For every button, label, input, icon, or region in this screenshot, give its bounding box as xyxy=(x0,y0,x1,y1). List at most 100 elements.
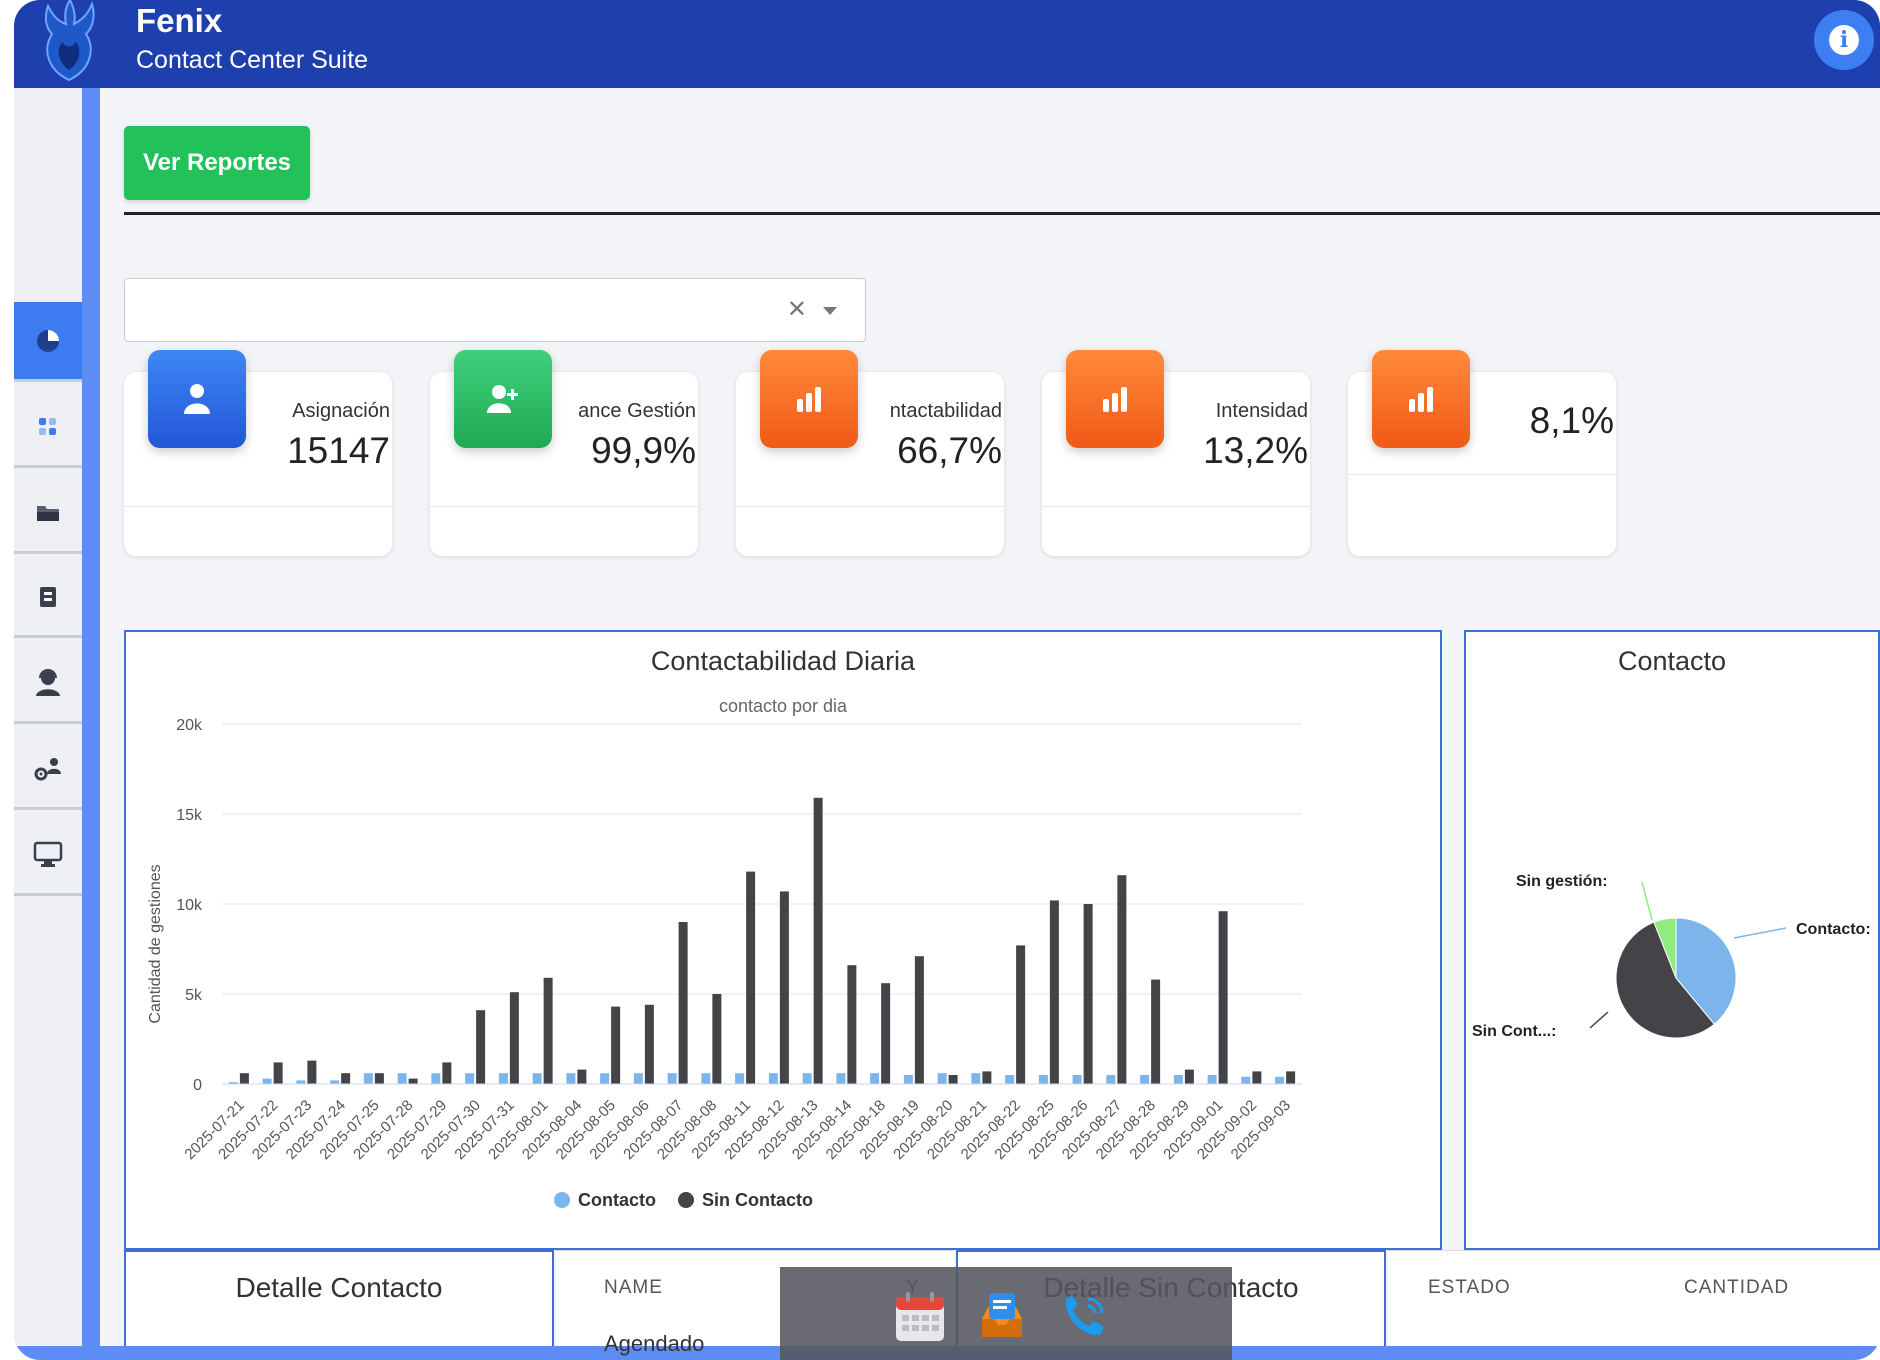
bar-contacto xyxy=(363,1073,373,1084)
bar-sin-contacto xyxy=(779,891,789,1084)
sidebar-item-monitor[interactable] xyxy=(14,816,82,896)
sidebar-item-agent[interactable] xyxy=(14,644,82,724)
grid-icon xyxy=(39,417,56,435)
bar-sin-contacto xyxy=(914,956,924,1084)
sidebar-item-grid[interactable] xyxy=(14,388,82,468)
legend-marker xyxy=(678,1192,694,1208)
bar-contacto xyxy=(498,1073,508,1084)
bar-chart-icon xyxy=(1066,350,1164,448)
bar-contacto xyxy=(836,1073,846,1084)
main-content: Ver Reportes ✕ Asignación 15147 ance Ges… xyxy=(100,100,1880,1356)
bar-contacto xyxy=(1005,1075,1015,1084)
bar-sin-contacto xyxy=(1252,1071,1262,1084)
bar-contacto xyxy=(971,1073,981,1084)
y-tick-label: 10k xyxy=(176,897,203,914)
phone-icon[interactable] xyxy=(1056,1289,1112,1345)
bar-contacto xyxy=(465,1073,475,1084)
bar-sin-contacto xyxy=(307,1060,317,1084)
user-icon xyxy=(148,350,246,448)
kpi-label: ntactabilidad xyxy=(889,400,1002,422)
bar-sin-contacto xyxy=(644,1004,654,1084)
sidebar-edge xyxy=(82,88,100,1360)
ver-reportes-button[interactable]: Ver Reportes xyxy=(124,126,310,200)
inbox-icon[interactable] xyxy=(974,1289,1030,1345)
bar-contacto xyxy=(802,1073,812,1084)
pie-chart: Contacto: Sin Cont...: Sin gestión: xyxy=(1472,873,1871,1040)
filter-select[interactable]: ✕ xyxy=(124,278,866,342)
bar-contacto xyxy=(1072,1075,1082,1084)
sidebar-item-document[interactable] xyxy=(14,558,82,638)
bar-contacto xyxy=(1140,1075,1150,1084)
column-header-name[interactable]: NAME xyxy=(604,1277,663,1298)
clear-icon[interactable]: ✕ xyxy=(786,296,807,323)
bar-contacto xyxy=(701,1073,711,1084)
pie-connector xyxy=(1589,1011,1609,1029)
pie-connector xyxy=(1641,881,1653,921)
bar-contacto xyxy=(870,1073,880,1084)
phoenix-logo-icon xyxy=(44,0,95,82)
pie-chart-icon xyxy=(37,329,59,352)
agent-icon xyxy=(36,668,60,696)
bar-contacto xyxy=(1275,1076,1285,1084)
bar-contacto xyxy=(600,1073,610,1084)
table-row: Agendado xyxy=(604,1331,705,1356)
bar-contacto xyxy=(667,1073,677,1084)
detalle-contacto-title: Detalle Contacto xyxy=(235,1272,443,1303)
bar-contacto xyxy=(532,1073,542,1084)
bar-contacto xyxy=(735,1073,745,1084)
bar-sin-contacto xyxy=(982,1071,992,1084)
chart-contactabilidad-diaria: Contactabilidad Diaria contacto por dia … xyxy=(124,630,1442,1250)
sidebar-item-users-settings[interactable] xyxy=(14,730,82,810)
bar-contacto xyxy=(296,1080,306,1084)
kpi-value: 13,2% xyxy=(1203,430,1308,471)
bar-contacto xyxy=(1038,1075,1048,1084)
bar-contacto xyxy=(262,1078,272,1084)
kpi-label: Intensidad xyxy=(1215,400,1308,422)
pie-connector xyxy=(1733,927,1787,939)
sidebar-item-dashboard[interactable] xyxy=(14,302,82,382)
kpi-label: Asignación xyxy=(292,400,390,422)
kpi-value: 8,1% xyxy=(1529,400,1614,441)
monitor-icon xyxy=(33,841,63,867)
column-header-cantidad[interactable]: CANTIDAD xyxy=(1684,1277,1790,1298)
bar-chart-icon xyxy=(760,350,858,448)
bar-contacto xyxy=(1106,1075,1116,1084)
app-dock xyxy=(780,1267,1232,1360)
bar-sin-contacto xyxy=(1049,900,1059,1084)
sidebar xyxy=(14,88,82,1360)
bar-sin-contacto xyxy=(476,1010,486,1084)
bar-sin-contacto xyxy=(341,1073,351,1084)
bar-sin-contacto xyxy=(881,983,891,1084)
header-bar: Fenix Contact Center Suite i xyxy=(14,0,1880,88)
kpi-value: 66,7% xyxy=(897,430,1002,471)
bar-sin-contacto xyxy=(1016,945,1026,1084)
bar-contacto xyxy=(330,1080,340,1084)
info-button[interactable]: i xyxy=(1814,10,1874,70)
pie-label: Sin Cont...: xyxy=(1472,1023,1556,1040)
sidebar-item-folder[interactable] xyxy=(14,474,82,554)
user-plus-icon xyxy=(454,350,552,448)
bar-contacto xyxy=(431,1073,441,1084)
bar-sin-contacto xyxy=(1218,911,1228,1084)
chevron-down-icon[interactable] xyxy=(823,307,837,315)
pie-label: Sin gestión: xyxy=(1516,873,1608,890)
pie-slice xyxy=(1615,921,1715,1039)
pie-title: Contacto xyxy=(1617,646,1727,676)
bar-contacto xyxy=(566,1073,576,1084)
bar-sin-contacto xyxy=(611,1006,621,1084)
pie-label: Contacto: xyxy=(1796,921,1871,938)
bar-contacto xyxy=(768,1073,778,1084)
column-header-estado[interactable]: ESTADO xyxy=(1428,1277,1511,1298)
calendar-icon[interactable] xyxy=(892,1289,948,1345)
kpi-label: ance Gestión xyxy=(578,400,696,422)
bar-sin-contacto xyxy=(239,1073,249,1084)
pie-slice xyxy=(1675,917,1737,1025)
bar-sin-contacto xyxy=(813,797,823,1084)
bar-sin-contacto xyxy=(746,871,756,1084)
bar-contacto xyxy=(228,1082,238,1084)
legend-marker xyxy=(554,1192,570,1208)
bar-sin-contacto xyxy=(948,1075,958,1084)
bar-sin-contacto xyxy=(1184,1069,1194,1084)
bar-sin-contacto xyxy=(543,977,553,1084)
bar-sin-contacto xyxy=(712,994,722,1084)
